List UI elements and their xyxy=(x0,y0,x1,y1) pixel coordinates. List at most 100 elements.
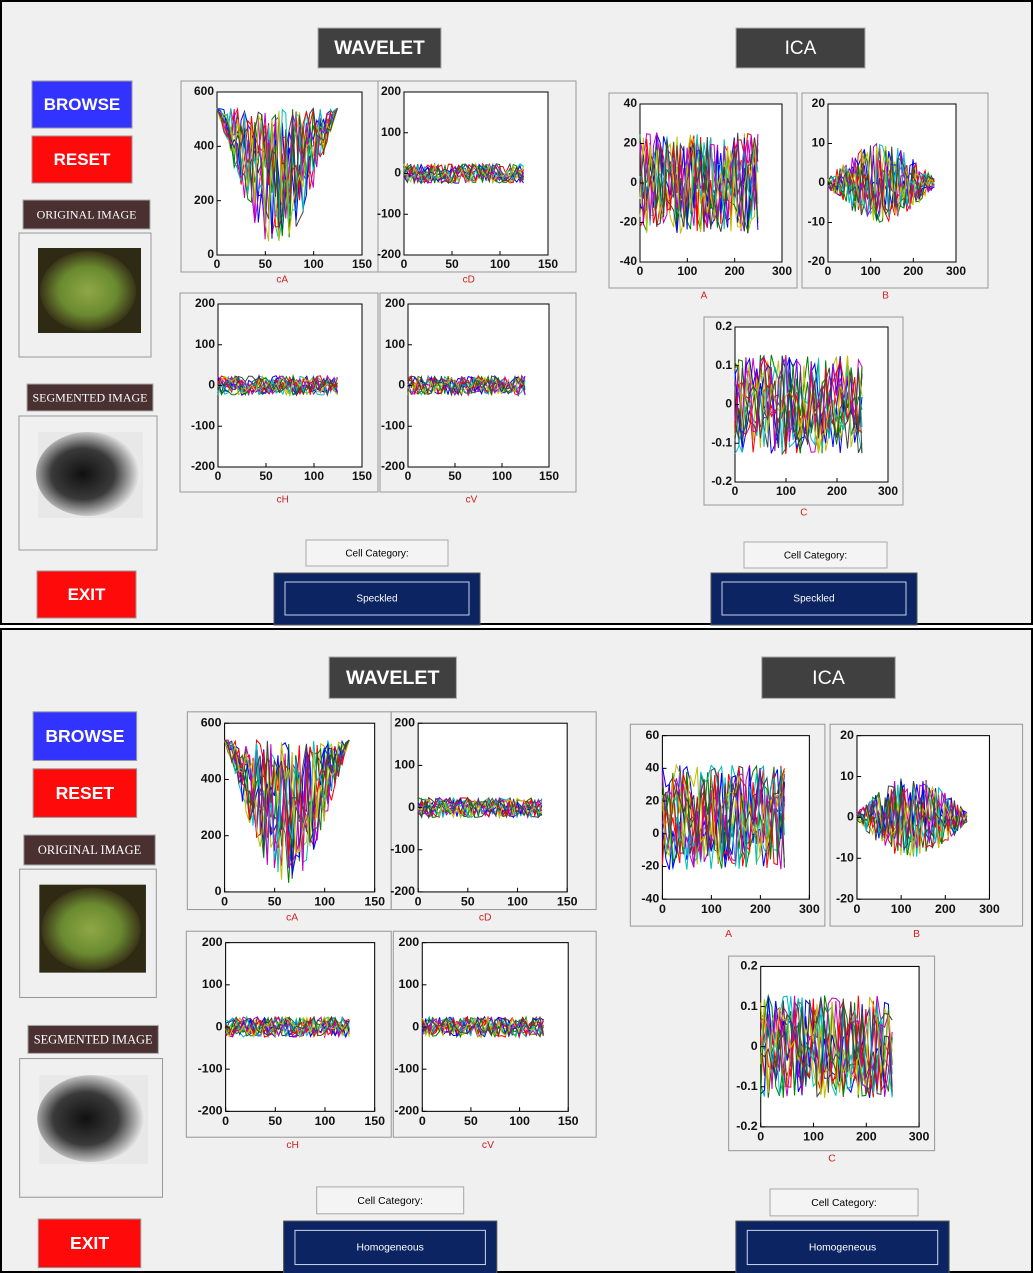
plot-label: B xyxy=(882,291,889,302)
x-tick-label: 0 xyxy=(757,1130,764,1144)
x-tick-label: 0 xyxy=(222,1114,229,1128)
browse-button[interactable]: BROWSE xyxy=(33,712,137,761)
x-tick-label: 50 xyxy=(445,257,459,271)
x-tick-label: 200 xyxy=(935,902,956,916)
y-tick-label: -0.2 xyxy=(736,1119,757,1133)
browse-button-text[interactable]: BROWSE xyxy=(45,726,124,746)
x-tick-label: 0 xyxy=(415,895,422,909)
reset-button[interactable]: RESET xyxy=(33,769,137,818)
x-tick-label: 50 xyxy=(259,469,273,483)
y-tick-label: 200 xyxy=(202,935,223,949)
y-tick-label: 0.1 xyxy=(715,358,732,372)
x-tick-label: 50 xyxy=(259,257,273,271)
y-tick-label: 0 xyxy=(394,166,401,180)
wavelet-title: WAVELET xyxy=(334,38,425,59)
y-tick-label: -200 xyxy=(198,1104,223,1118)
y-tick-label: 0 xyxy=(751,1039,758,1053)
y-tick-label: -200 xyxy=(390,884,415,898)
y-tick-label: 200 xyxy=(394,716,415,730)
x-tick-label: 200 xyxy=(750,902,771,916)
x-tick-label: 150 xyxy=(558,1114,579,1128)
y-tick-label: -10 xyxy=(808,215,826,229)
x-tick-label: 150 xyxy=(352,257,372,271)
x-tick-label: 300 xyxy=(772,264,792,278)
y-tick-label: -100 xyxy=(394,1061,419,1075)
segmented-cell xyxy=(36,432,140,516)
exit-button[interactable]: EXIT xyxy=(37,571,136,618)
y-tick-label: 0.1 xyxy=(740,999,757,1013)
y-tick-label: 20 xyxy=(812,96,826,110)
x-tick-label: 100 xyxy=(315,1114,336,1128)
y-tick-label: -20 xyxy=(620,215,638,229)
y-tick-label: -10 xyxy=(836,851,854,865)
x-tick-label: 0 xyxy=(637,264,644,278)
x-tick-label: 150 xyxy=(364,1114,385,1128)
y-tick-label: -100 xyxy=(381,418,405,432)
x-tick-label: 300 xyxy=(909,1130,930,1144)
reset-button-text[interactable]: RESET xyxy=(54,150,111,169)
plot-label: cH xyxy=(286,1140,299,1151)
reset-button[interactable]: RESET xyxy=(32,136,132,183)
segmented-image-label: SEGMENTED IMAGE xyxy=(33,390,148,404)
y-tick-label: -0.1 xyxy=(711,435,732,449)
x-tick-label: 100 xyxy=(490,257,510,271)
cell xyxy=(40,251,136,331)
x-tick-label: 0 xyxy=(215,469,222,483)
x-tick-label: 100 xyxy=(861,264,881,278)
x-tick-label: 0 xyxy=(825,264,832,278)
x-tick-label: 100 xyxy=(304,257,324,271)
x-tick-label: 150 xyxy=(538,257,558,271)
x-tick-label: 100 xyxy=(304,469,324,483)
result-text: Homogeneous xyxy=(809,1243,876,1254)
result-text: Speckled xyxy=(793,594,834,605)
segmented-cell xyxy=(37,1075,145,1162)
x-tick-label: 200 xyxy=(903,264,923,278)
x-tick-label: 100 xyxy=(776,484,796,498)
category-label: Cell Category: xyxy=(811,1198,877,1209)
y-tick-label: -0.2 xyxy=(711,474,732,488)
original-image-label: ORIGINAL IMAGE xyxy=(38,843,141,857)
x-tick-label: 100 xyxy=(507,895,528,909)
cell xyxy=(41,888,140,971)
y-tick-label: 400 xyxy=(201,772,222,786)
y-tick-label: 0.2 xyxy=(715,319,732,333)
x-tick-label: 100 xyxy=(509,1114,530,1128)
y-tick-label: 100 xyxy=(398,977,419,991)
plot-label: C xyxy=(800,508,807,519)
y-tick-label: 200 xyxy=(194,193,214,207)
browse-button[interactable]: BROWSE xyxy=(32,81,132,128)
x-tick-label: 200 xyxy=(856,1130,877,1144)
y-tick-label: 100 xyxy=(385,337,405,351)
ica-title: ICA xyxy=(785,38,817,59)
x-tick-label: 50 xyxy=(461,895,475,909)
y-tick-label: 200 xyxy=(201,828,222,842)
y-tick-label: -20 xyxy=(808,254,826,268)
plot-label: cV xyxy=(466,495,478,506)
result-text: Homogeneous xyxy=(357,1243,424,1254)
plot-label: cD xyxy=(463,275,475,286)
x-tick-label: 200 xyxy=(725,264,745,278)
plot-label: cV xyxy=(482,1140,494,1151)
x-tick-label: 100 xyxy=(677,264,697,278)
y-tick-label: 0 xyxy=(725,397,732,411)
y-tick-label: 0 xyxy=(408,800,415,814)
plot-label: C xyxy=(828,1154,836,1165)
y-tick-label: 60 xyxy=(645,728,659,742)
plot-label: B xyxy=(913,929,920,940)
exit-button[interactable]: EXIT xyxy=(38,1219,140,1268)
y-tick-label: 10 xyxy=(840,769,854,783)
browse-button-text[interactable]: BROWSE xyxy=(44,95,121,114)
y-tick-label: 0 xyxy=(207,247,214,261)
y-tick-label: -200 xyxy=(377,247,401,261)
x-tick-label: 150 xyxy=(364,895,385,909)
result-text: Speckled xyxy=(356,594,397,605)
y-tick-label: -20 xyxy=(836,891,854,905)
x-tick-label: 50 xyxy=(268,895,282,909)
x-tick-label: 300 xyxy=(878,484,898,498)
exit-button-text[interactable]: EXIT xyxy=(70,1233,109,1253)
y-tick-label: 600 xyxy=(201,716,222,730)
y-tick-label: 0 xyxy=(215,884,222,898)
y-tick-label: 100 xyxy=(394,758,415,772)
exit-button-text[interactable]: EXIT xyxy=(68,585,106,604)
reset-button-text[interactable]: RESET xyxy=(56,783,115,803)
